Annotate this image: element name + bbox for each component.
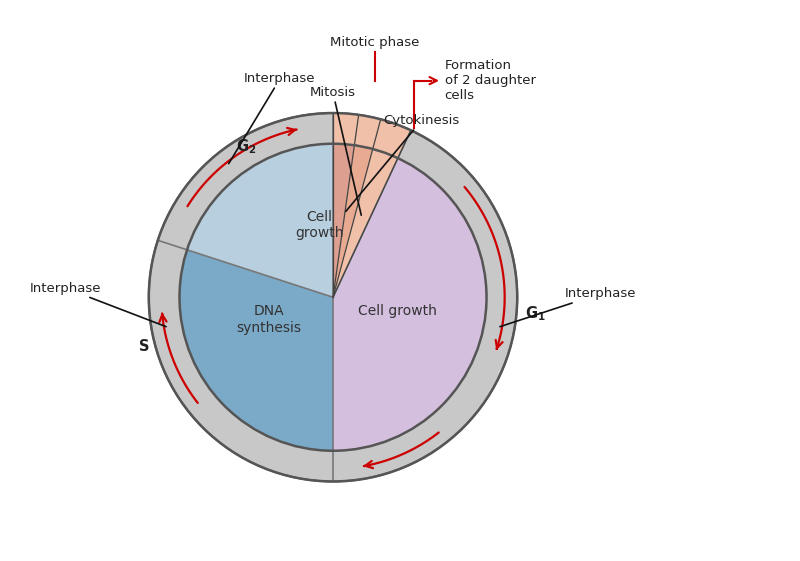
Text: $\mathbf{S}$: $\mathbf{S}$ (138, 338, 150, 353)
Text: Interphase: Interphase (30, 282, 166, 327)
Polygon shape (333, 113, 411, 158)
Text: Cell growth: Cell growth (358, 304, 437, 318)
Circle shape (179, 144, 486, 450)
Circle shape (149, 113, 518, 481)
Text: Cell
growth: Cell growth (295, 210, 343, 240)
Polygon shape (179, 250, 333, 450)
Text: Mitosis: Mitosis (310, 86, 362, 215)
Text: Mitotic phase: Mitotic phase (330, 36, 419, 49)
Text: Formation
of 2 daughter
cells: Formation of 2 daughter cells (445, 59, 536, 102)
Polygon shape (333, 158, 486, 450)
Text: $\mathbf{G_1}$: $\mathbf{G_1}$ (525, 305, 546, 323)
Polygon shape (333, 144, 354, 297)
Polygon shape (333, 149, 398, 297)
Text: DNA
synthesis: DNA synthesis (236, 305, 302, 335)
Polygon shape (333, 145, 373, 297)
Text: $\mathbf{G_2}$: $\mathbf{G_2}$ (236, 137, 256, 155)
Text: Interphase: Interphase (500, 287, 636, 327)
Text: Interphase: Interphase (229, 72, 316, 164)
Polygon shape (187, 144, 333, 297)
Text: Cytokinesis: Cytokinesis (346, 114, 459, 211)
